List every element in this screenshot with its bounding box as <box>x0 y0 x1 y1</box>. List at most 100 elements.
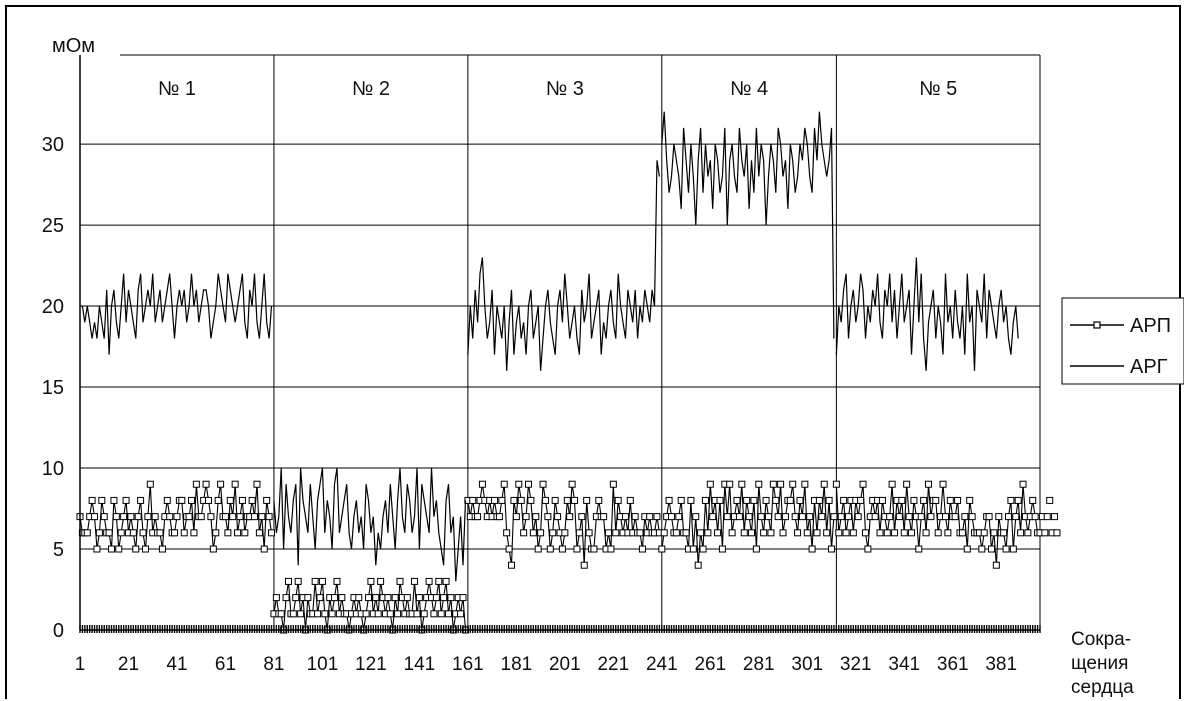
arp-point <box>524 480 532 488</box>
panel-label: № 5 <box>919 78 957 100</box>
series-layer <box>76 111 1061 634</box>
arp-point <box>1004 513 1012 521</box>
arp-point <box>91 513 99 521</box>
arp-point <box>156 529 164 537</box>
arp-point <box>284 577 292 585</box>
arp-point <box>920 496 928 504</box>
arp-point <box>575 529 583 537</box>
arp-point <box>248 496 256 504</box>
arp-point <box>958 529 966 537</box>
arp-point <box>258 513 266 521</box>
arp-point <box>515 480 523 488</box>
arp-point <box>895 513 903 521</box>
arp-point <box>251 513 259 521</box>
arp-point <box>435 577 443 585</box>
arp-point <box>1012 513 1020 521</box>
x-tick-label: 121 <box>355 654 387 675</box>
series-arp <box>76 480 1061 634</box>
arp-point <box>527 496 535 504</box>
series-line-segment <box>467 160 660 371</box>
arp-point <box>272 594 280 602</box>
arp-point <box>939 480 947 488</box>
arp-point <box>1009 545 1017 553</box>
arp-point <box>932 496 940 504</box>
arp-point <box>355 594 363 602</box>
arp-point <box>571 496 579 504</box>
arp-point <box>604 529 612 537</box>
arp-point <box>231 480 239 488</box>
x-axis-title: Сокра- щения сердца <box>1071 629 1134 698</box>
x-tick-label: 261 <box>694 654 726 675</box>
arp-point <box>944 529 952 537</box>
arp-point <box>876 529 884 537</box>
x-tick-label: 81 <box>263 654 284 675</box>
arp-point <box>1051 513 1059 521</box>
arp-point <box>292 594 300 602</box>
arp-point <box>563 496 571 504</box>
arp-point <box>781 513 789 521</box>
arp-point <box>859 480 867 488</box>
x-axis-title-line-2: щения <box>1071 653 1128 674</box>
arp-point <box>173 513 181 521</box>
arp-point <box>891 529 899 537</box>
x-axis-title-line-3: сердца <box>1071 677 1134 698</box>
arp-point <box>927 513 935 521</box>
arp-point <box>318 577 326 585</box>
series-line-segment <box>467 484 660 566</box>
arp-point <box>105 529 113 537</box>
arp-point <box>224 529 232 537</box>
arp-point <box>544 513 552 521</box>
arp-point <box>830 513 838 521</box>
x-tick-label: 241 <box>646 654 678 675</box>
arp-point <box>202 480 210 488</box>
series-line-segment <box>80 273 273 355</box>
arp-point <box>595 496 603 504</box>
arp-point <box>752 545 760 553</box>
arp-point <box>171 529 179 537</box>
arp-point <box>338 594 346 602</box>
x-axis-title-line-1: Сокра- <box>1071 629 1131 650</box>
arp-point <box>120 513 128 521</box>
arp-point <box>241 529 249 537</box>
arp-point <box>1029 496 1037 504</box>
arp-point <box>238 496 246 504</box>
arp-point <box>903 480 911 488</box>
arp-point <box>112 513 120 521</box>
x-tick-label: 281 <box>743 654 775 675</box>
arp-point <box>779 529 787 537</box>
arp-point <box>757 513 765 521</box>
arp-point <box>478 480 486 488</box>
arp-point <box>214 496 222 504</box>
arp-point <box>512 513 520 521</box>
arp-point <box>139 529 147 537</box>
x-tick-label: 61 <box>215 654 236 675</box>
arp-point <box>786 496 794 504</box>
series-line-segment <box>273 467 467 582</box>
arp-point <box>978 545 986 553</box>
arp-point <box>495 513 503 521</box>
series-line-segment <box>661 484 835 566</box>
arp-point <box>362 610 370 618</box>
arp-point <box>568 480 576 488</box>
arp-point <box>675 513 683 521</box>
arp-point <box>692 513 700 521</box>
arp-point <box>883 529 891 537</box>
arp-point <box>415 594 423 602</box>
arp-point <box>132 545 140 553</box>
y-tick-label: 25 <box>42 215 64 237</box>
arp-point <box>682 529 690 537</box>
arp-point <box>801 480 809 488</box>
y-tick-label: 10 <box>42 458 64 480</box>
arp-point <box>946 496 954 504</box>
arp-point <box>808 545 816 553</box>
arp-point <box>188 496 196 504</box>
arp-point <box>842 529 850 537</box>
arp-point <box>546 545 554 553</box>
arp-point <box>207 513 215 521</box>
arp-point <box>600 513 608 521</box>
arp-point <box>469 496 477 504</box>
arp-point <box>769 480 777 488</box>
arp-point <box>764 513 772 521</box>
arp-point <box>83 529 91 537</box>
arp-point <box>687 496 695 504</box>
